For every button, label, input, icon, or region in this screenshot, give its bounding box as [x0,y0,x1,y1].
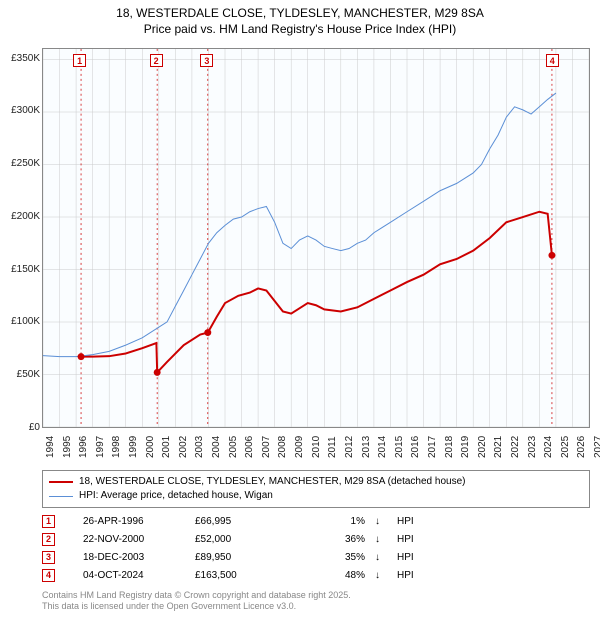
transaction-pct: 36% [305,534,365,545]
transaction-marker: 1 [42,515,55,528]
transaction-row: 1 26-APR-1996 £66,995 1% ↓ HPI [42,512,590,530]
y-tick-label: £300K [0,105,40,116]
transaction-pct: 35% [305,552,365,563]
x-tick-label: 2007 [261,436,272,458]
transaction-marker: 3 [42,551,55,564]
legend-swatch [49,481,73,483]
transaction-hpi-label: HPI [397,552,427,563]
x-tick-label: 2020 [477,436,488,458]
x-tick-label: 2005 [228,436,239,458]
x-tick-label: 2019 [460,436,471,458]
sale-marker-2: 2 [150,54,163,67]
transaction-date: 22-NOV-2000 [65,534,185,545]
transaction-price: £89,950 [195,552,295,563]
x-tick-label: 1996 [78,436,89,458]
x-tick-label: 2011 [327,436,338,458]
x-tick-label: 1999 [128,436,139,458]
x-tick-label: 1997 [95,436,106,458]
x-tick-label: 2008 [277,436,288,458]
y-tick-label: £200K [0,211,40,222]
x-tick-label: 2012 [344,436,355,458]
x-tick-label: 2017 [427,436,438,458]
x-tick-label: 1998 [111,436,122,458]
legend-label: 18, WESTERDALE CLOSE, TYLDESLEY, MANCHES… [79,475,465,489]
transaction-price: £66,995 [195,516,295,527]
title-line-2: Price paid vs. HM Land Registry's House … [144,22,456,36]
transaction-price: £163,500 [195,570,295,581]
y-tick-label: £50K [0,369,40,380]
transaction-table: 1 26-APR-1996 £66,995 1% ↓ HPI 2 22-NOV-2000 £52… [42,512,590,584]
transaction-hpi-label: HPI [397,516,427,527]
transaction-pct: 1% [305,516,365,527]
legend-item: HPI: Average price, detached house, Wiga… [49,489,583,503]
x-tick-label: 2022 [510,436,521,458]
transaction-hpi-label: HPI [397,570,427,581]
legend-label: HPI: Average price, detached house, Wiga… [79,489,273,503]
y-tick-label: £100K [0,316,40,327]
x-tick-label: 2026 [576,436,587,458]
transaction-price: £52,000 [195,534,295,545]
chart-svg [43,49,589,427]
transaction-row: 3 18-DEC-2003 £89,950 35% ↓ HPI [42,548,590,566]
x-tick-label: 2018 [444,436,455,458]
x-tick-label: 2025 [560,436,571,458]
x-tick-label: 2023 [527,436,538,458]
chart-container: 18, WESTERDALE CLOSE, TYLDESLEY, MANCHES… [0,0,600,620]
transaction-date: 04-OCT-2024 [65,570,185,581]
x-tick-label: 1994 [45,436,56,458]
sale-marker-1: 1 [73,54,86,67]
transaction-pct: 48% [305,570,365,581]
transaction-row: 4 04-OCT-2024 £163,500 48% ↓ HPI [42,566,590,584]
x-tick-label: 1995 [62,436,73,458]
down-arrow-icon: ↓ [375,552,387,563]
footer-line-2: This data is licensed under the Open Gov… [42,601,296,611]
legend: 18, WESTERDALE CLOSE, TYLDESLEY, MANCHES… [42,470,590,508]
sale-marker-3: 3 [200,54,213,67]
x-tick-label: 2021 [493,436,504,458]
y-tick-label: £350K [0,53,40,64]
title-line-1: 18, WESTERDALE CLOSE, TYLDESLEY, MANCHES… [116,6,484,20]
transaction-marker: 4 [42,569,55,582]
down-arrow-icon: ↓ [375,570,387,581]
down-arrow-icon: ↓ [375,534,387,545]
x-tick-label: 2000 [145,436,156,458]
x-tick-label: 2010 [311,436,322,458]
chart-title: 18, WESTERDALE CLOSE, TYLDESLEY, MANCHES… [0,0,600,37]
x-tick-label: 2006 [244,436,255,458]
transaction-row: 2 22-NOV-2000 £52,000 36% ↓ HPI [42,530,590,548]
y-tick-label: £250K [0,158,40,169]
legend-item: 18, WESTERDALE CLOSE, TYLDESLEY, MANCHES… [49,475,583,489]
down-arrow-icon: ↓ [375,516,387,527]
y-tick-label: £150K [0,264,40,275]
legend-swatch [49,496,73,497]
x-tick-label: 2015 [394,436,405,458]
x-tick-label: 2024 [543,436,554,458]
transaction-date: 18-DEC-2003 [65,552,185,563]
sale-marker-4: 4 [546,54,559,67]
plot-area [42,48,590,428]
x-tick-label: 2003 [194,436,205,458]
x-tick-label: 2004 [211,436,222,458]
x-tick-label: 2002 [178,436,189,458]
y-tick-label: £0 [0,422,40,433]
x-tick-label: 2001 [161,436,172,458]
x-tick-label: 2016 [410,436,421,458]
x-tick-label: 2027 [593,436,600,458]
transaction-marker: 2 [42,533,55,546]
transaction-date: 26-APR-1996 [65,516,185,527]
x-tick-label: 2013 [361,436,372,458]
transaction-hpi-label: HPI [397,534,427,545]
x-tick-label: 2009 [294,436,305,458]
x-tick-label: 2014 [377,436,388,458]
footer-line-1: Contains HM Land Registry data © Crown c… [42,590,351,600]
footer-attribution: Contains HM Land Registry data © Crown c… [42,590,590,613]
